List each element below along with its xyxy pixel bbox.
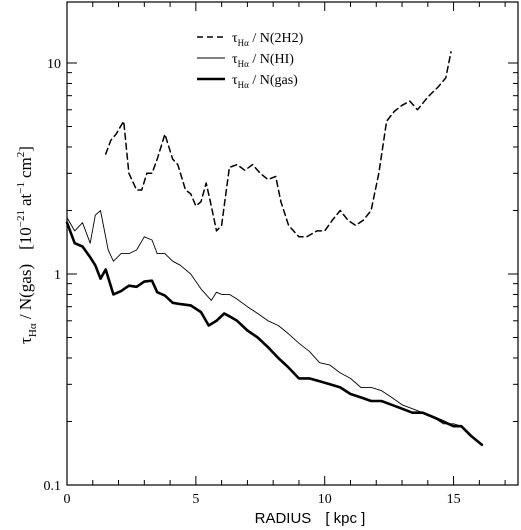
series-layer — [65, 51, 484, 447]
y-axis-label-unit-exp3: 2 — [15, 152, 27, 158]
x-axis-label-main: RADIUS — [255, 510, 312, 527]
x-tick-label: 10 — [318, 492, 332, 507]
y-axis-label-unit-exp1: −21 — [15, 210, 27, 227]
y-axis-label: τHα / N(gas) [10−21 at−1 cm2] — [15, 146, 39, 344]
y-axis-label-main: / N(gas) — [16, 264, 35, 323]
y-axis-label-unit: [10 — [16, 227, 35, 250]
y-axis-label-unit-at: at — [16, 193, 35, 206]
legend-label: τHα / N(HI) — [232, 52, 294, 69]
legend: τHα / N(2H2) τHα / N(HI) τHα / N(gas) — [197, 31, 304, 90]
y-tick-label: 10 — [47, 57, 61, 72]
y-axis-label-tau-sub: Hα — [27, 323, 39, 337]
series-line-nhi — [66, 210, 483, 446]
y-tick-label: 1 — [54, 268, 61, 283]
legend-label: τHα / N(2H2) — [232, 31, 304, 48]
y-axis-label-unit-close: ] — [16, 146, 35, 152]
x-tick-label: 0 — [64, 492, 71, 507]
y-tick-label: 0.1 — [44, 479, 62, 494]
x-tick-label: 5 — [192, 492, 199, 507]
legend-label: τHα / N(gas) — [232, 73, 298, 90]
x-axis-label: RADIUS [ kpc ] — [255, 510, 366, 527]
x-axis-label-unit: [ kpc ] — [325, 510, 365, 527]
plot-frame — [66, 1, 519, 486]
y-axis-label-unit-cm: cm — [16, 157, 35, 178]
y-axis-label-unit-exp2: −1 — [15, 182, 27, 194]
series-line-n2h2 — [104, 51, 452, 238]
y-axis-label-tau: τ — [16, 337, 35, 344]
x-tick-label: 15 — [447, 492, 461, 507]
axis-ticks: 0 5 10 15 0.1 1 10 — [44, 2, 518, 507]
series-line-ngas — [65, 221, 484, 447]
